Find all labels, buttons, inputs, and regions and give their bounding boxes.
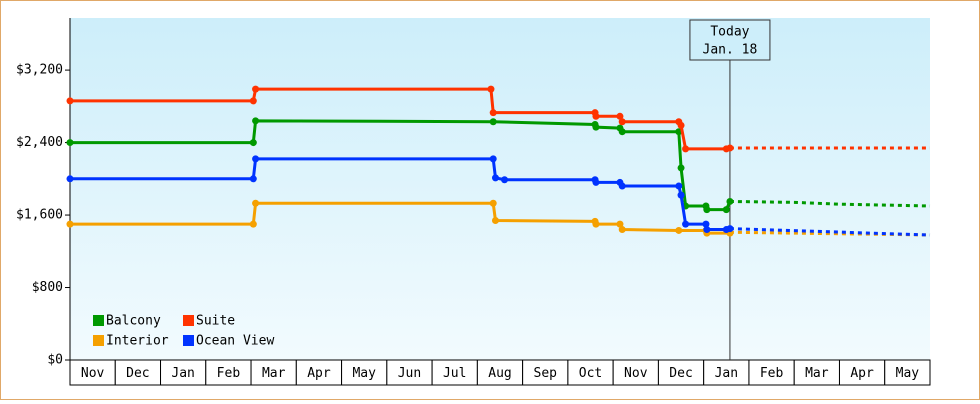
x-tick-label: May xyxy=(896,366,920,381)
point xyxy=(675,226,683,234)
legend-swatch xyxy=(93,315,104,326)
x-cell xyxy=(114,359,162,386)
x-cell xyxy=(250,359,297,386)
point xyxy=(703,206,711,214)
x-tick-label: Jun xyxy=(398,366,421,381)
x-tick-label: Aug xyxy=(488,366,511,381)
x-cell xyxy=(884,359,931,386)
forecast-line xyxy=(729,227,931,237)
point xyxy=(618,226,626,234)
x-tick-label: Mar xyxy=(805,366,829,381)
today-label: Today xyxy=(710,25,749,40)
point xyxy=(682,145,690,153)
x-cell xyxy=(748,359,795,386)
point xyxy=(726,225,734,233)
point xyxy=(489,199,497,207)
point xyxy=(592,123,600,131)
point xyxy=(252,85,260,93)
x-cell xyxy=(476,359,524,386)
point xyxy=(252,117,260,125)
x-tick-label: Apr xyxy=(307,366,331,381)
point xyxy=(491,174,499,182)
x-tick-label: Dec xyxy=(669,366,692,381)
x-tick-label: Feb xyxy=(760,366,784,381)
point xyxy=(702,220,710,228)
y-tick-label: $0 xyxy=(47,353,63,368)
x-cell xyxy=(386,359,433,386)
x-tick-label: Oct xyxy=(579,366,602,381)
x-cell xyxy=(567,359,614,386)
point xyxy=(616,220,624,228)
x-cell xyxy=(69,359,116,386)
x-tick-label: Nov xyxy=(81,366,105,381)
legend-label: Interior xyxy=(106,334,169,349)
point xyxy=(592,178,600,186)
point xyxy=(616,112,624,120)
point xyxy=(489,118,497,126)
x-tick-label: Feb xyxy=(217,366,241,381)
legend-label: Suite xyxy=(196,314,235,329)
point xyxy=(677,164,685,172)
forecast-line xyxy=(729,230,931,237)
point xyxy=(501,176,509,184)
point xyxy=(722,206,730,214)
series-line xyxy=(70,87,731,151)
point xyxy=(618,128,626,136)
point xyxy=(682,220,690,228)
legend-swatch xyxy=(93,335,104,346)
point xyxy=(703,226,711,234)
point xyxy=(726,197,734,205)
point xyxy=(249,97,257,105)
today-box xyxy=(689,19,771,61)
legend-label: Ocean View xyxy=(196,334,274,349)
x-tick-label: Jan xyxy=(715,366,738,381)
point xyxy=(592,220,600,228)
point xyxy=(675,182,683,190)
legend-swatch xyxy=(183,335,194,346)
x-cell xyxy=(703,359,750,386)
point xyxy=(489,155,497,163)
point xyxy=(66,175,74,183)
x-cell xyxy=(838,359,886,386)
point xyxy=(487,85,495,93)
forecast-line xyxy=(729,199,931,208)
point xyxy=(618,118,626,126)
x-cell xyxy=(160,359,207,386)
point xyxy=(66,97,74,105)
point xyxy=(249,175,257,183)
x-cell xyxy=(612,359,659,386)
point xyxy=(252,199,260,207)
today-date: Jan. 18 xyxy=(703,43,758,58)
y-tick-label: $2,400 xyxy=(16,135,63,150)
plot-area xyxy=(70,18,930,360)
x-tick-label: May xyxy=(352,366,376,381)
x-tick-label: Mar xyxy=(262,366,286,381)
x-tick-label: Nov xyxy=(624,366,648,381)
legend-swatch xyxy=(183,315,194,326)
x-tick-label: Jul xyxy=(443,366,466,381)
point xyxy=(618,182,626,190)
point xyxy=(491,216,499,224)
point xyxy=(249,220,257,228)
point xyxy=(677,191,685,199)
point xyxy=(249,139,257,147)
x-cell xyxy=(205,359,252,386)
point xyxy=(677,121,685,129)
y-tick-label: $1,600 xyxy=(16,208,63,223)
point xyxy=(66,139,74,147)
x-tick-label: Sep xyxy=(534,366,558,381)
point xyxy=(252,155,260,163)
point xyxy=(726,144,734,152)
x-tick-label: Dec xyxy=(126,366,149,381)
legend-label: Balcony xyxy=(106,314,161,329)
x-tick-label: Apr xyxy=(850,366,874,381)
x-tick-label: Jan xyxy=(171,366,194,381)
point xyxy=(489,109,497,117)
point xyxy=(66,220,74,228)
y-tick-label: $3,200 xyxy=(16,63,63,78)
point xyxy=(592,112,600,120)
y-tick-label: $800 xyxy=(32,280,63,295)
